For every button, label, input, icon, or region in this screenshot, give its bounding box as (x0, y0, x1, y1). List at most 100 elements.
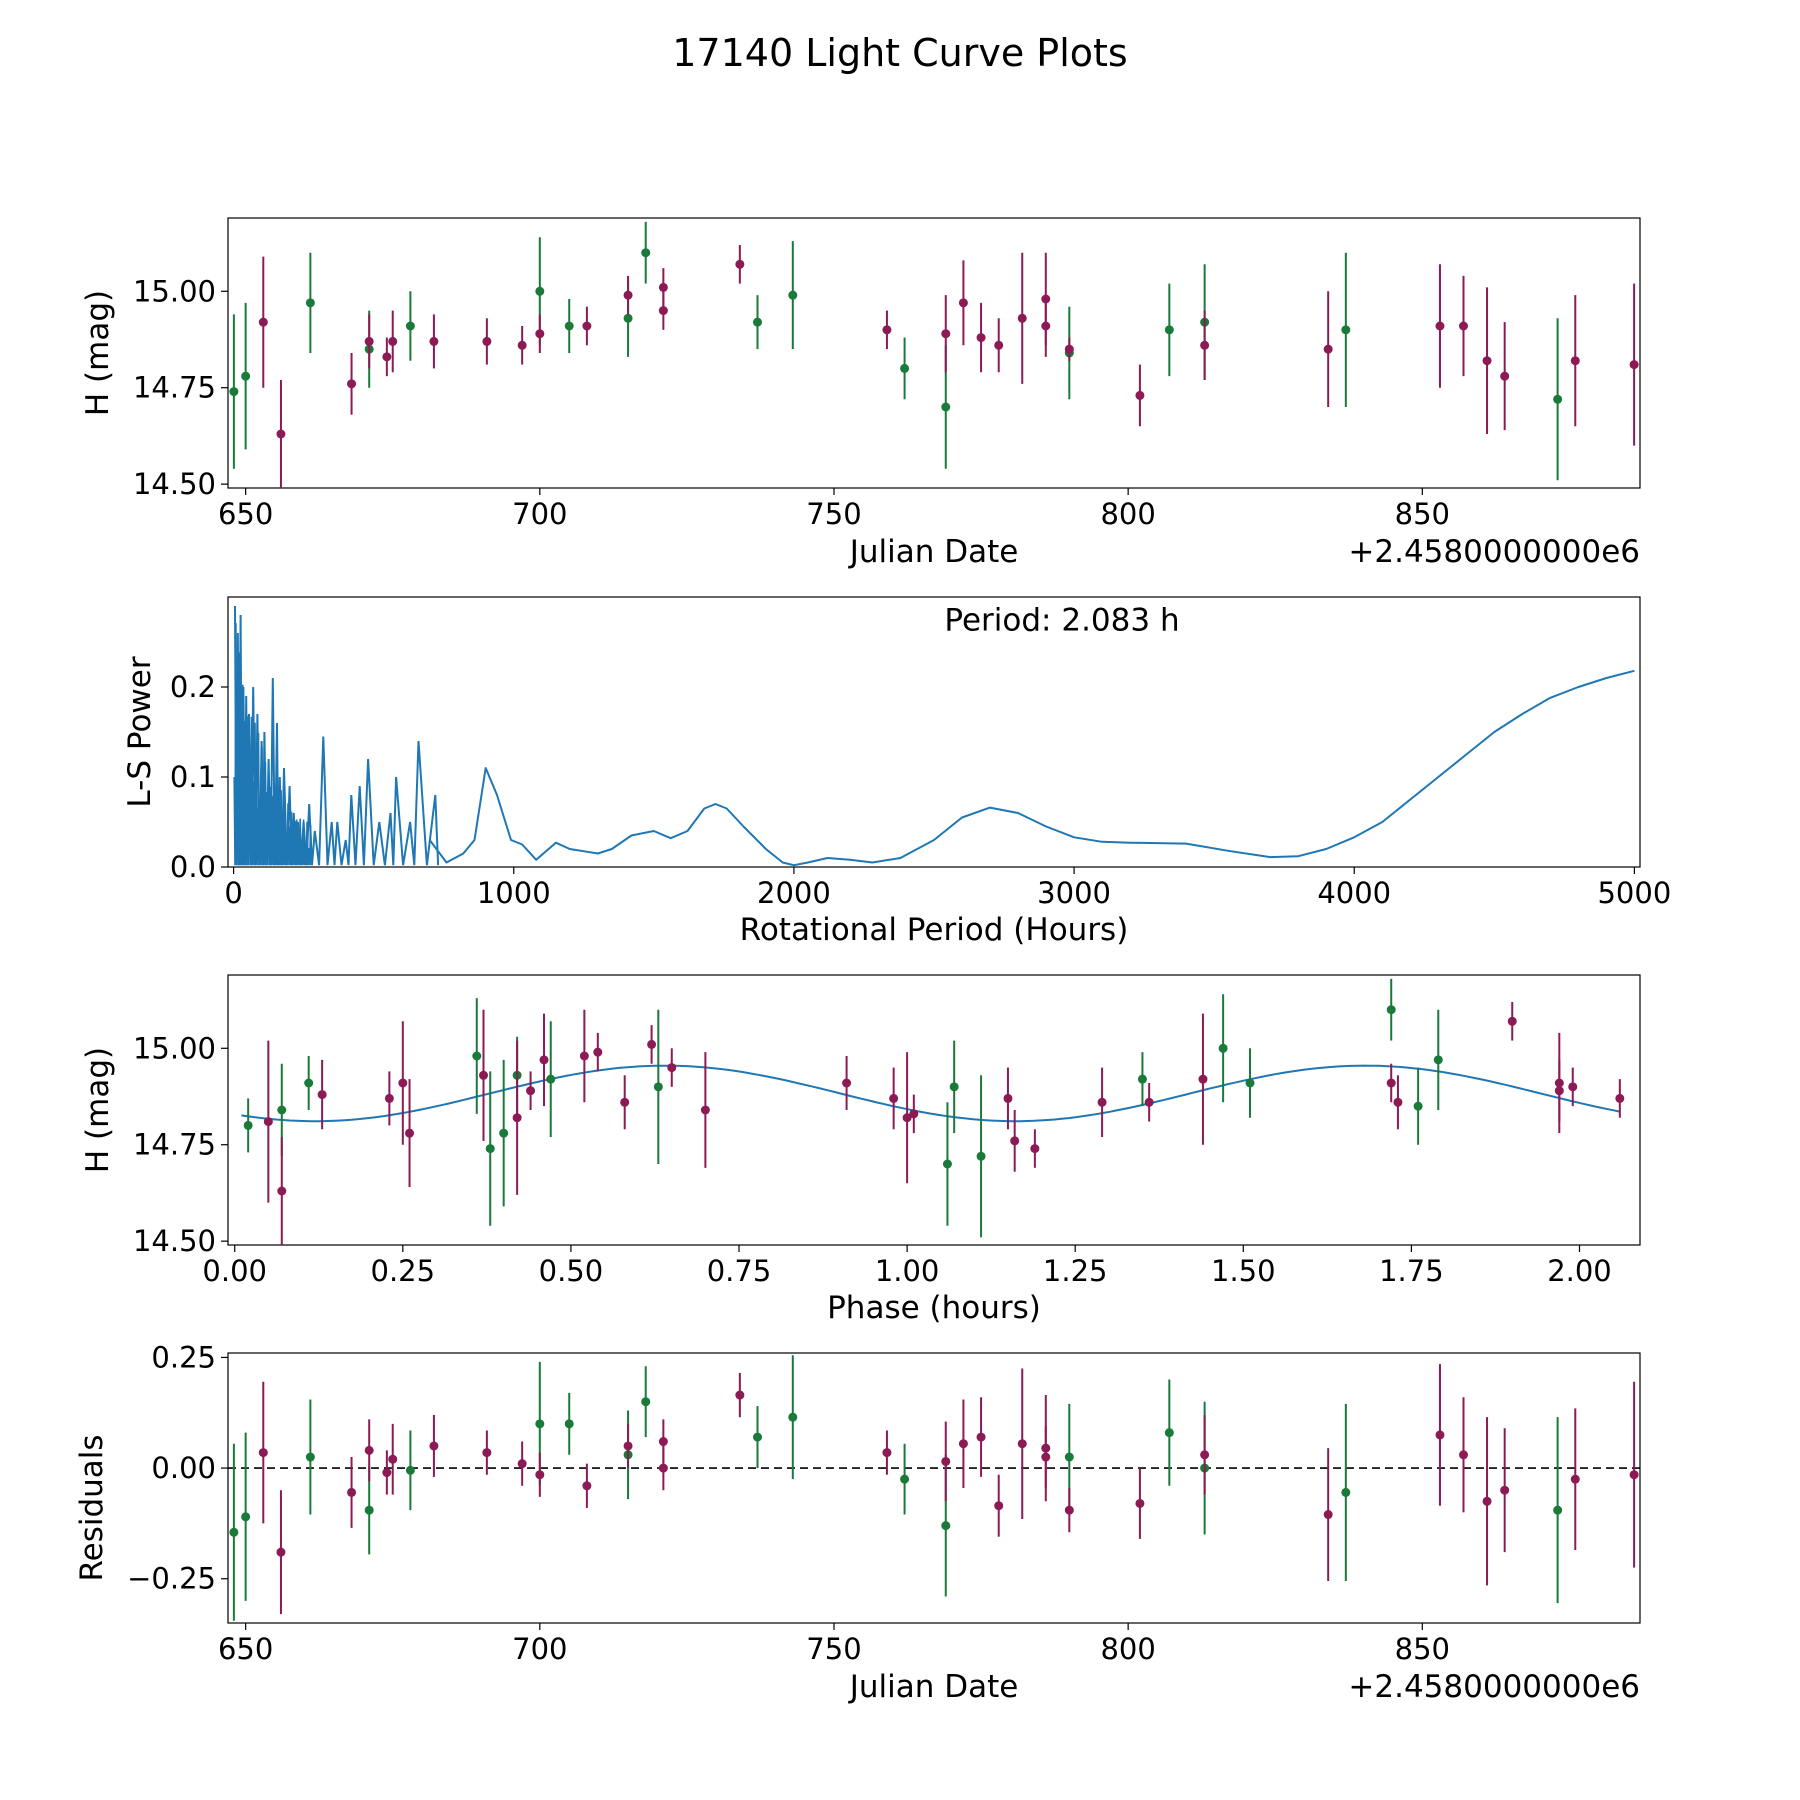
lightcurve-r-band-point (582, 306, 592, 346)
phased-r-band-point (1568, 1067, 1578, 1107)
phased-marker (647, 1039, 657, 1049)
phased-r-band-point (1507, 1002, 1517, 1041)
residuals-r-band-point (1570, 1408, 1580, 1550)
lightcurve-marker (1323, 344, 1333, 354)
residuals-r-band-point (382, 1450, 392, 1495)
residuals-g-band-point (1164, 1379, 1174, 1486)
residuals-marker (900, 1474, 910, 1484)
residuals-g-band-point (753, 1406, 762, 1469)
residuals-marker (241, 1512, 251, 1522)
phased-r-band-point (842, 1056, 852, 1110)
residuals-marker (364, 1445, 374, 1455)
lightcurve-r-band-point (1323, 291, 1333, 407)
periodogram-y-tick-label: 0.0 (170, 850, 216, 884)
residuals-marker (753, 1432, 762, 1442)
lightcurve-marker (582, 321, 592, 331)
residuals-panel: 650 700 750 800 850 −0.25 0.00 0.25 Julian Dat… (74, 1340, 1641, 1705)
phased-marker (479, 1070, 489, 1080)
phased-g-band-point (942, 1102, 952, 1226)
lightcurve-marker (1435, 321, 1445, 331)
residuals-marker (258, 1448, 268, 1458)
residuals-marker (1553, 1505, 1563, 1515)
lightcurve-r-band-point (1017, 252, 1027, 384)
residuals-r-band-point (1017, 1368, 1027, 1519)
lightcurve-marker (1482, 356, 1492, 366)
residuals-g-band-point (564, 1392, 574, 1455)
residuals-marker (1459, 1450, 1468, 1460)
lightcurve-y-ticks: 14.50 14.75 15.00 (133, 274, 228, 501)
phased-marker (1554, 1086, 1564, 1096)
phased-marker (976, 1151, 986, 1161)
phased-g-band-point (1386, 978, 1396, 1041)
phased-x-tick-label: 0.25 (371, 1254, 436, 1288)
phased-marker (405, 1128, 415, 1138)
phased-r-band-point (1144, 1083, 1154, 1122)
periodogram-curve (233, 605, 1635, 867)
residuals-marker (1135, 1498, 1145, 1508)
periodogram-x-label: Rotational Period (Hours) (740, 912, 1129, 948)
residuals-r-band-point (482, 1430, 492, 1475)
residuals-axes-frame (227, 1352, 1641, 1624)
lightcurve-y-tick-label: 14.75 (133, 371, 216, 405)
residuals-marker (941, 1521, 951, 1531)
lightcurve-g-band-point (241, 302, 251, 450)
residuals-marker (1482, 1496, 1492, 1506)
residuals-plot-area (228, 1355, 1640, 1621)
phased-r-band-point (1393, 1075, 1403, 1130)
lightcurve-r-band-point (1482, 287, 1492, 434)
lightcurve-x-ticks: 650 700 750 800 850 (218, 488, 1450, 531)
lightcurve-r-band-point (1064, 337, 1074, 361)
phased-marker (949, 1082, 959, 1092)
phased-marker (1030, 1144, 1040, 1154)
residuals-r-band-point (658, 1445, 668, 1491)
lightcurve-marker (241, 371, 251, 381)
residuals-offset-text: +2.4580000000e6 (1348, 1669, 1640, 1705)
phased-g-band-point (1413, 1067, 1423, 1145)
residuals-marker (482, 1448, 492, 1458)
residuals-marker (658, 1463, 668, 1473)
phased-r-band-point (579, 1009, 589, 1103)
residuals-marker (276, 1547, 286, 1557)
phased-x-tick-label: 1.00 (875, 1254, 940, 1288)
periodogram-plot-area (233, 605, 1635, 867)
residuals-r-band-point (1435, 1364, 1445, 1506)
residuals-g-band-point (788, 1355, 798, 1480)
residuals-marker (1041, 1452, 1051, 1462)
lightcurve-marker (900, 363, 910, 373)
phased-y-tick-label: 15.00 (133, 1031, 216, 1065)
phased-g-band-point (304, 1056, 314, 1110)
residuals-r-band-point (1041, 1426, 1051, 1488)
residuals-marker (1064, 1452, 1074, 1462)
residuals-r-band-point (623, 1423, 633, 1469)
lightcurve-marker (405, 321, 415, 331)
residuals-x-label: Julian Date (848, 1669, 1019, 1705)
figure-title: 17140 Light Curve Plots (672, 31, 1127, 75)
phased-marker (1137, 1074, 1147, 1084)
lightcurve-axes-frame (227, 217, 1641, 489)
residuals-marker (405, 1465, 415, 1475)
residuals-g-band-point (229, 1443, 239, 1621)
lightcurve-marker (753, 317, 762, 327)
phased-x-tick-label: 0.75 (707, 1254, 772, 1288)
lightcurve-marker (364, 336, 374, 346)
lightcurve-marker (347, 379, 357, 389)
lightcurve-x-label: Julian Date (848, 534, 1019, 570)
residuals-marker (623, 1441, 633, 1451)
residuals-y-label: Residuals (74, 1434, 110, 1581)
lightcurve-marker (1164, 325, 1174, 335)
lightcurve-marker (658, 306, 668, 316)
phased-g-band-point (949, 1040, 959, 1134)
periodogram-y-tick-label: 0.1 (170, 760, 216, 794)
residuals-r-band-point (994, 1474, 1004, 1537)
lightcurve-marker (229, 387, 239, 397)
residuals-r-band-point (429, 1414, 439, 1477)
residuals-data-points (228, 1355, 1640, 1621)
periodogram-x-tick-label: 3000 (1037, 876, 1111, 910)
lightcurve-marker (564, 321, 574, 331)
residuals-marker (958, 1439, 968, 1449)
phased-r-band-point (902, 1052, 912, 1184)
lightcurve-panel: 650 700 750 800 850 14.50 14.75 15.00 Julian D… (80, 217, 1641, 570)
phased-r-band-point (647, 1025, 657, 1064)
phased-marker (317, 1090, 327, 1100)
residuals-marker (347, 1487, 357, 1497)
